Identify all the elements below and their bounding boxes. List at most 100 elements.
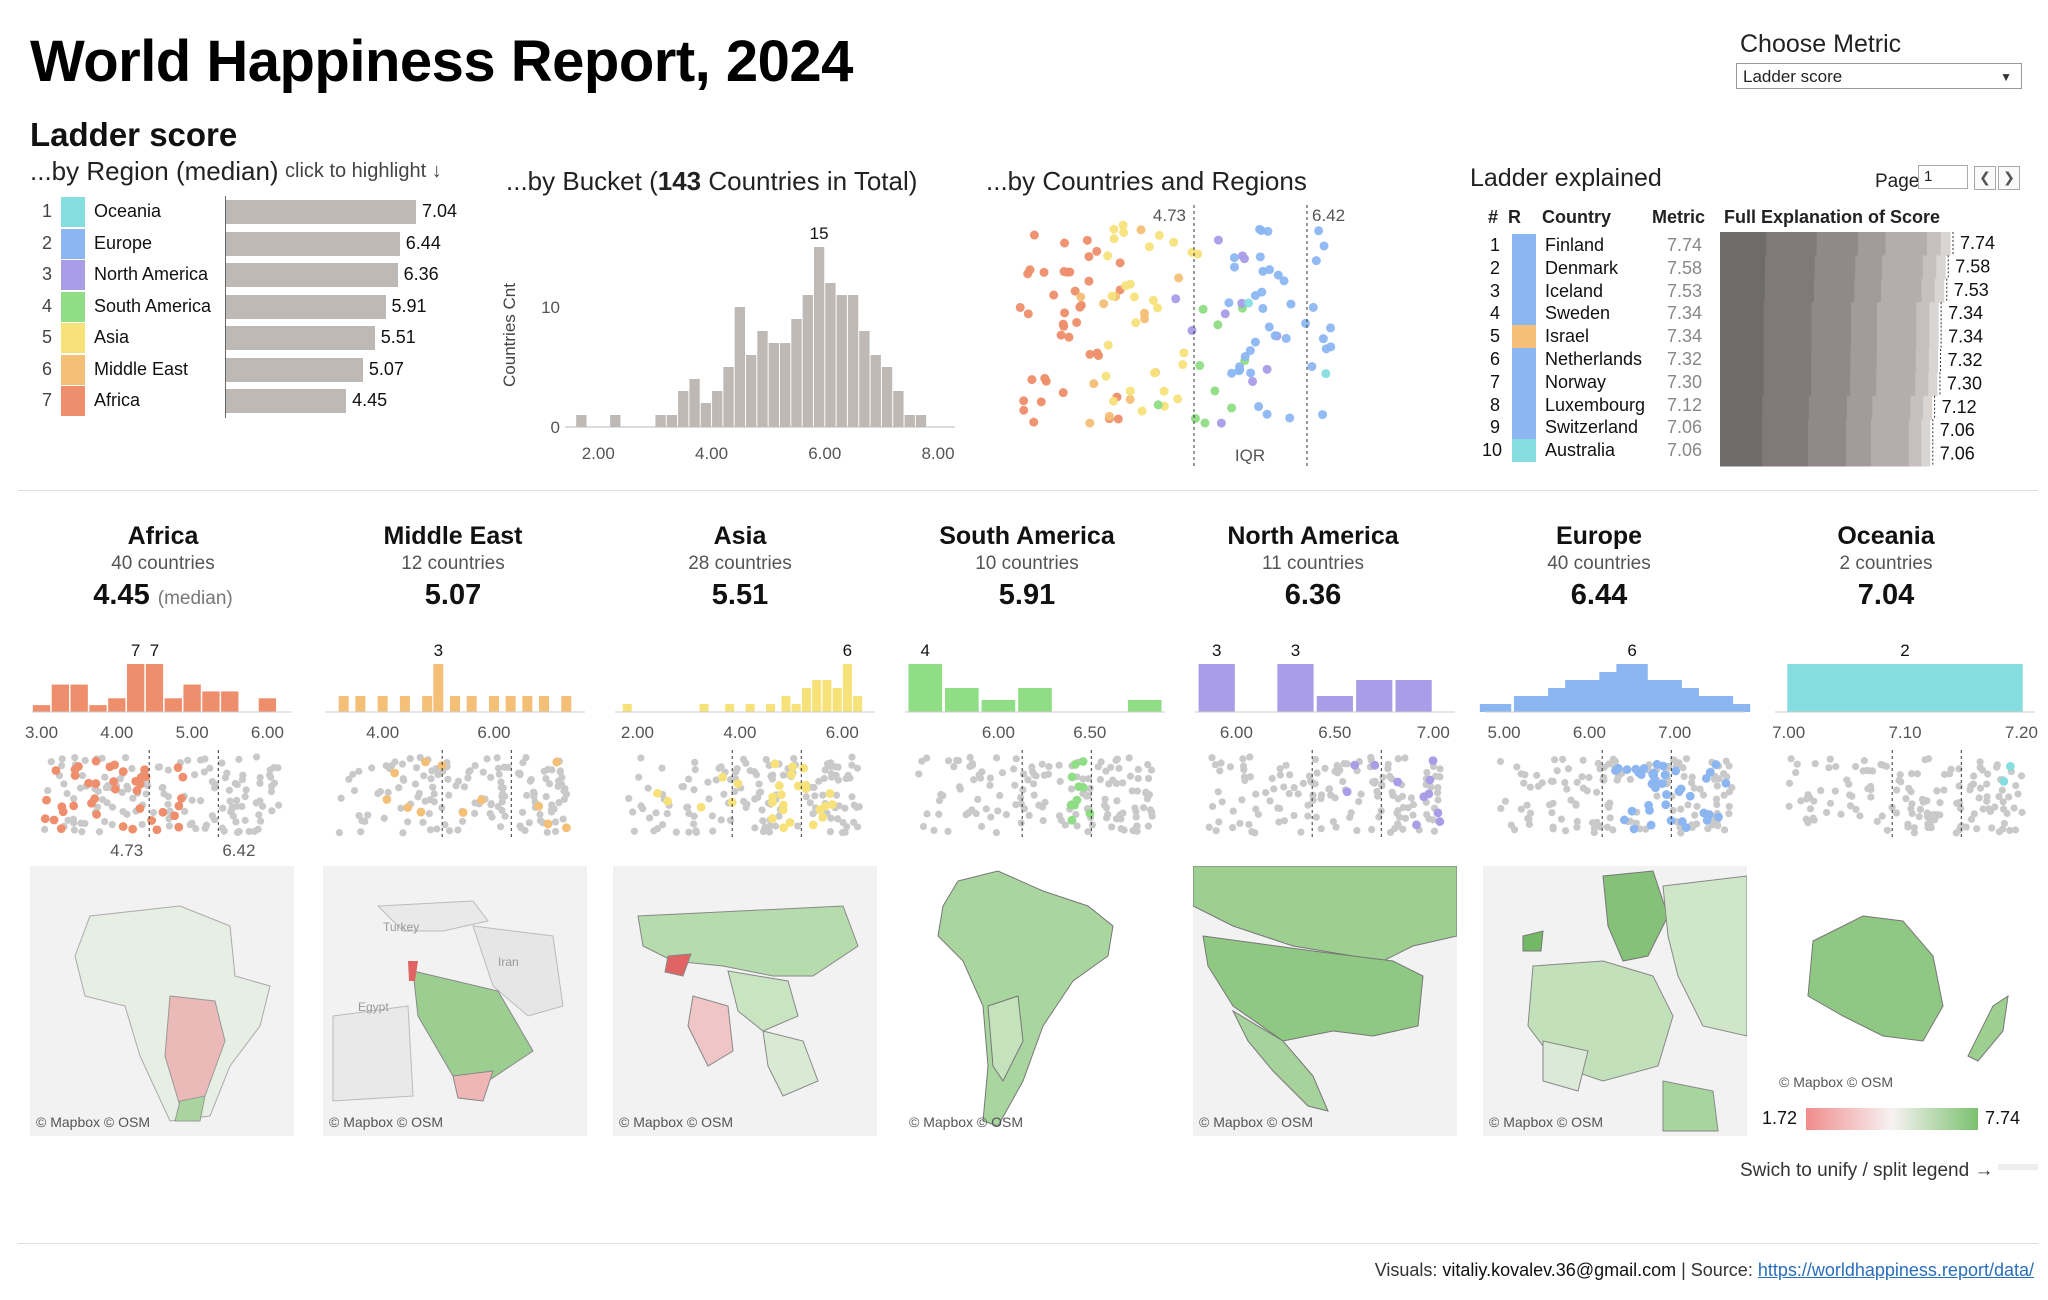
strip-point [1976, 784, 1985, 792]
strip-highlight-point [69, 801, 79, 811]
strip-highlight-point [1711, 760, 1721, 769]
legend-switch[interactable] [1998, 1164, 2038, 1170]
strip-point [1825, 764, 1833, 772]
region-row[interactable]: 4 South America 5.91 [30, 291, 500, 322]
next-page-button[interactable]: ❯ [1998, 166, 2020, 190]
strip-point [1966, 786, 1974, 794]
strip-highlight-point [1714, 812, 1723, 822]
region-row[interactable]: 5 Asia 5.51 [30, 323, 500, 353]
strip-point [1274, 804, 1282, 812]
scatter-point [1099, 299, 1109, 309]
strip-point [1140, 804, 1148, 812]
map-asia[interactable]: © Mapbox © OSM [613, 866, 877, 1136]
strip-highlight-point [1611, 766, 1620, 776]
strip-point [739, 755, 748, 763]
region-histogram-bar [51, 684, 70, 712]
scatter-point [1109, 224, 1119, 234]
histogram-bar [847, 295, 859, 427]
strip-point [70, 826, 78, 834]
strip-point [1096, 775, 1104, 784]
strip-highlight-point [1350, 760, 1360, 770]
strip-point [430, 790, 438, 798]
strip-point [1423, 810, 1431, 819]
strip-point [265, 771, 274, 779]
source-link[interactable]: https://worldhappiness.report/data/ [1757, 1260, 2034, 1280]
strip-point [1696, 785, 1704, 793]
map-south-america[interactable]: © Mapbox © OSM [903, 866, 1167, 1136]
strip-point [743, 800, 751, 808]
strip-point [1547, 777, 1555, 785]
strip-point [1002, 811, 1010, 819]
strip-highlight-point [390, 768, 399, 778]
strip-highlight-point [718, 772, 728, 782]
strip-point [1370, 779, 1379, 787]
map-europe[interactable]: © Mapbox © OSM [1483, 866, 1747, 1136]
strip-highlight-point [1078, 783, 1088, 792]
map-north-america[interactable]: © Mapbox © OSM [1193, 866, 1457, 1136]
strip-highlight-point [785, 818, 795, 827]
strip-point [966, 753, 974, 762]
strip-point [93, 803, 101, 811]
strip-highlight-point [1644, 800, 1653, 810]
region-value: 4.45 [352, 390, 388, 410]
region-row[interactable]: 1 Oceania 7.04 [30, 197, 500, 227]
strip-highlight-point [774, 781, 784, 791]
region-peak-label: 6 [1627, 641, 1636, 660]
strip-point [494, 764, 503, 772]
histogram-bar [576, 415, 587, 427]
region-rank: 2 [42, 232, 53, 253]
region-histogram-bar [89, 705, 107, 712]
strip-point [63, 789, 71, 798]
iqr-label: IQR [1235, 446, 1265, 465]
strip-point [1559, 755, 1567, 763]
region-x-tick: 4.00 [723, 723, 756, 742]
strip-point [118, 788, 126, 796]
strip-point [732, 768, 740, 776]
region-column-name: Africa [127, 522, 199, 550]
scatter-point [1101, 371, 1111, 381]
x-tick-label: 6.00 [808, 444, 841, 463]
strip-point [397, 804, 405, 812]
map-middle-east[interactable]: Turkey Iran Egypt © Mapbox © OSM [323, 866, 587, 1136]
region-bar-axis [225, 196, 226, 418]
page-input[interactable]: 1 [1918, 165, 1968, 189]
region-column-median: 5.07 [424, 579, 482, 611]
explanation-segment [1881, 278, 1922, 303]
strip-point [1211, 761, 1220, 769]
strip-point [629, 808, 637, 816]
region-row[interactable]: 2 Europe 6.44 [30, 228, 500, 259]
strip-point [1357, 790, 1365, 798]
scatter-point [1140, 314, 1150, 324]
strip-point [712, 776, 720, 784]
metric-select[interactable]: Ladder score ▼ [1736, 63, 2022, 89]
strip-highlight-point [787, 770, 796, 780]
region-column-name: Middle East [383, 522, 523, 550]
map-africa[interactable]: © Mapbox © OSM [30, 866, 294, 1136]
region-row[interactable]: 7 Africa 4.45 [30, 386, 500, 416]
histogram-bar [712, 391, 723, 427]
region-column-south-america: South America 10 countries 5.91 [892, 522, 1162, 612]
strip-point [1214, 788, 1222, 796]
explanation-segment [1811, 349, 1852, 373]
region-x-tick: 6.00 [1573, 723, 1606, 742]
strip-point [1497, 804, 1505, 813]
region-x-tick: 7.00 [1658, 723, 1691, 742]
strip-point [557, 780, 566, 788]
prev-page-button[interactable]: ❮ [1974, 166, 1996, 190]
row-metric: 7.74 [1667, 235, 1703, 255]
scatter-point [1245, 346, 1255, 356]
region-column-count: 11 countries [1261, 553, 1365, 574]
strip-point [1280, 817, 1288, 825]
explanation-segment [1929, 325, 1939, 350]
strip-highlight-point [1662, 790, 1671, 799]
explanation-segment [1846, 395, 1873, 420]
strip-point [1873, 817, 1881, 826]
strip-highlight-point [40, 814, 50, 824]
strip-point [518, 808, 527, 816]
region-row[interactable]: 6 Middle East 5.07 [30, 354, 500, 385]
legend-switch-label[interactable]: Swich to unify / split legend → [1740, 1160, 1994, 1181]
map-oceania[interactable]: © Mapbox © OSM [1773, 866, 2037, 1096]
strip-point [1999, 805, 2008, 813]
region-row[interactable]: 3 North America 6.36 [30, 260, 500, 290]
strip-point [819, 791, 827, 799]
